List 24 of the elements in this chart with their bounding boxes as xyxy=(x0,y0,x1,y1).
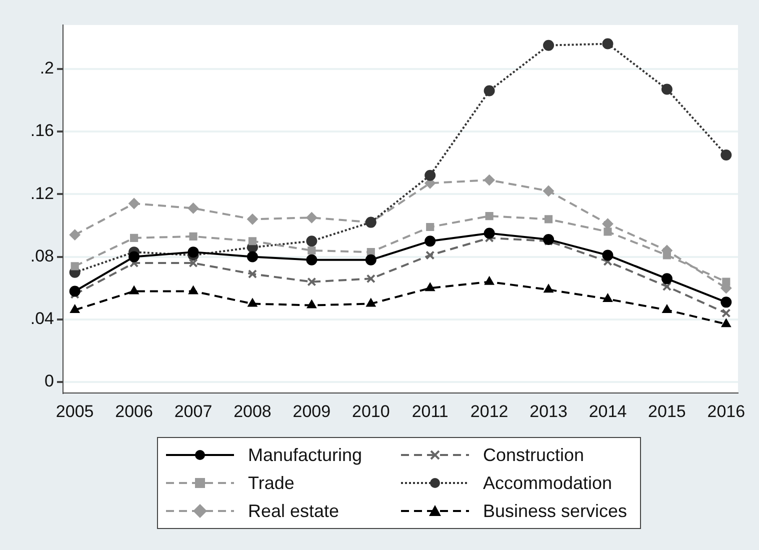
y-tick-label: 0 xyxy=(44,372,54,391)
x-tick-label: 2008 xyxy=(234,402,272,421)
y-tick-label: .2 xyxy=(40,58,54,78)
legend-label: Real estate xyxy=(248,500,340,522)
legend-label: Business services xyxy=(483,500,628,522)
x-tick-label: 2015 xyxy=(648,402,686,421)
legend-label: Accommodation xyxy=(483,472,612,494)
y-tick-label: .16 xyxy=(30,121,54,140)
x-tick-label: 2009 xyxy=(292,402,331,421)
x-tick-label: 2006 xyxy=(115,402,153,421)
legend-label: Construction xyxy=(483,444,584,466)
x-tick-label: 2013 xyxy=(530,402,568,421)
x-tick-label: 2011 xyxy=(412,402,448,421)
legend-label: Trade xyxy=(248,472,294,494)
x-tick-label: 2005 xyxy=(56,402,94,421)
y-tick-label: .04 xyxy=(30,309,54,328)
x-tick-label: 2012 xyxy=(470,402,508,421)
y-tick-label: .12 xyxy=(30,184,54,203)
x-tick-label: 2016 xyxy=(707,402,746,421)
legend-label: Manufacturing xyxy=(248,444,362,466)
x-tick-label: 2010 xyxy=(352,402,390,421)
x-tick-label: 2007 xyxy=(174,402,212,421)
x-tick-label: 2014 xyxy=(588,402,627,421)
y-tick-label: .08 xyxy=(30,246,54,266)
